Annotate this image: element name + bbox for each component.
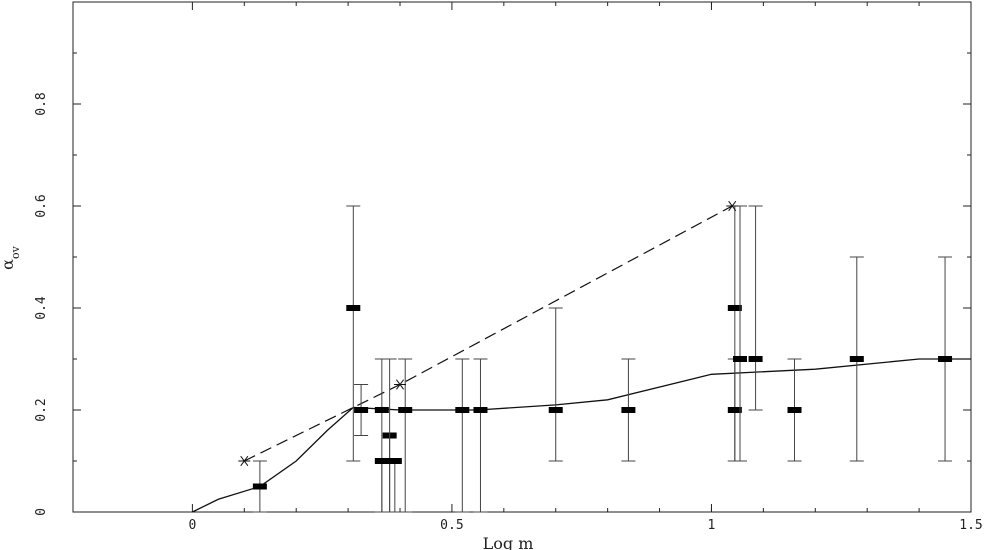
point-marker [346, 305, 361, 311]
star-marker [238, 455, 251, 467]
y-tick-label: 0.6 [34, 194, 49, 217]
star-stroke [240, 455, 249, 467]
y-tick-label: 0.2 [34, 398, 49, 421]
point-marker [398, 407, 413, 413]
point-marker [727, 305, 742, 311]
plot-border [72, 1, 972, 513]
point-marker [733, 356, 748, 362]
solid-model-line [192, 358, 971, 513]
y-axis-label: αov [0, 245, 22, 269]
x-axis-label: Log m [483, 534, 534, 550]
point-marker [621, 407, 636, 413]
data-point [733, 205, 748, 462]
data-point [621, 358, 636, 462]
y-axis-label-sub: ov [9, 245, 22, 259]
solid-line-path [192, 358, 971, 513]
star-stroke [396, 379, 405, 390]
y-tick-label: 0.8 [34, 92, 49, 115]
point-marker [455, 407, 470, 413]
data-points [252, 205, 953, 513]
star-marker [394, 379, 407, 390]
data-point [849, 256, 864, 462]
y-axis-label-main: α [0, 259, 17, 270]
data-point [787, 358, 802, 462]
data-point [346, 205, 361, 462]
y-tick-label: 0 [34, 508, 49, 516]
star-markers [238, 200, 739, 467]
point-marker [387, 458, 402, 464]
data-point [455, 358, 470, 513]
x-tick-label: 1 [708, 518, 716, 533]
x-tick-label: 0 [188, 518, 196, 533]
star-marker [726, 200, 739, 212]
data-point [252, 460, 267, 513]
point-marker [473, 407, 488, 413]
point-marker [748, 356, 763, 362]
point-marker [727, 407, 742, 413]
x-tick-label: 0.5 [440, 518, 463, 533]
point-marker [252, 483, 267, 490]
star-stroke [728, 200, 737, 212]
plot-frame [72, 1, 972, 513]
point-marker [548, 407, 563, 413]
axis-ticks [73, 2, 972, 513]
data-point [473, 358, 488, 513]
y-tick-label: 0.4 [34, 296, 49, 320]
point-marker [787, 407, 802, 413]
point-marker [374, 458, 389, 464]
data-point [548, 307, 563, 462]
data-point [354, 384, 369, 436]
data-point [938, 256, 953, 462]
point-marker [938, 356, 953, 362]
point-marker [849, 356, 864, 362]
dashed-line-path [244, 205, 733, 462]
point-marker [354, 407, 369, 413]
x-tick-label: 1.5 [959, 518, 982, 533]
dashed-model-line [244, 205, 733, 462]
data-point [398, 358, 413, 513]
data-point [748, 205, 763, 411]
data-point [374, 458, 389, 513]
point-marker [374, 407, 389, 413]
axis-tick-labels: 0 0.5 1 1.5 0 0.2 0.4 0.6 0.8 [34, 92, 983, 533]
